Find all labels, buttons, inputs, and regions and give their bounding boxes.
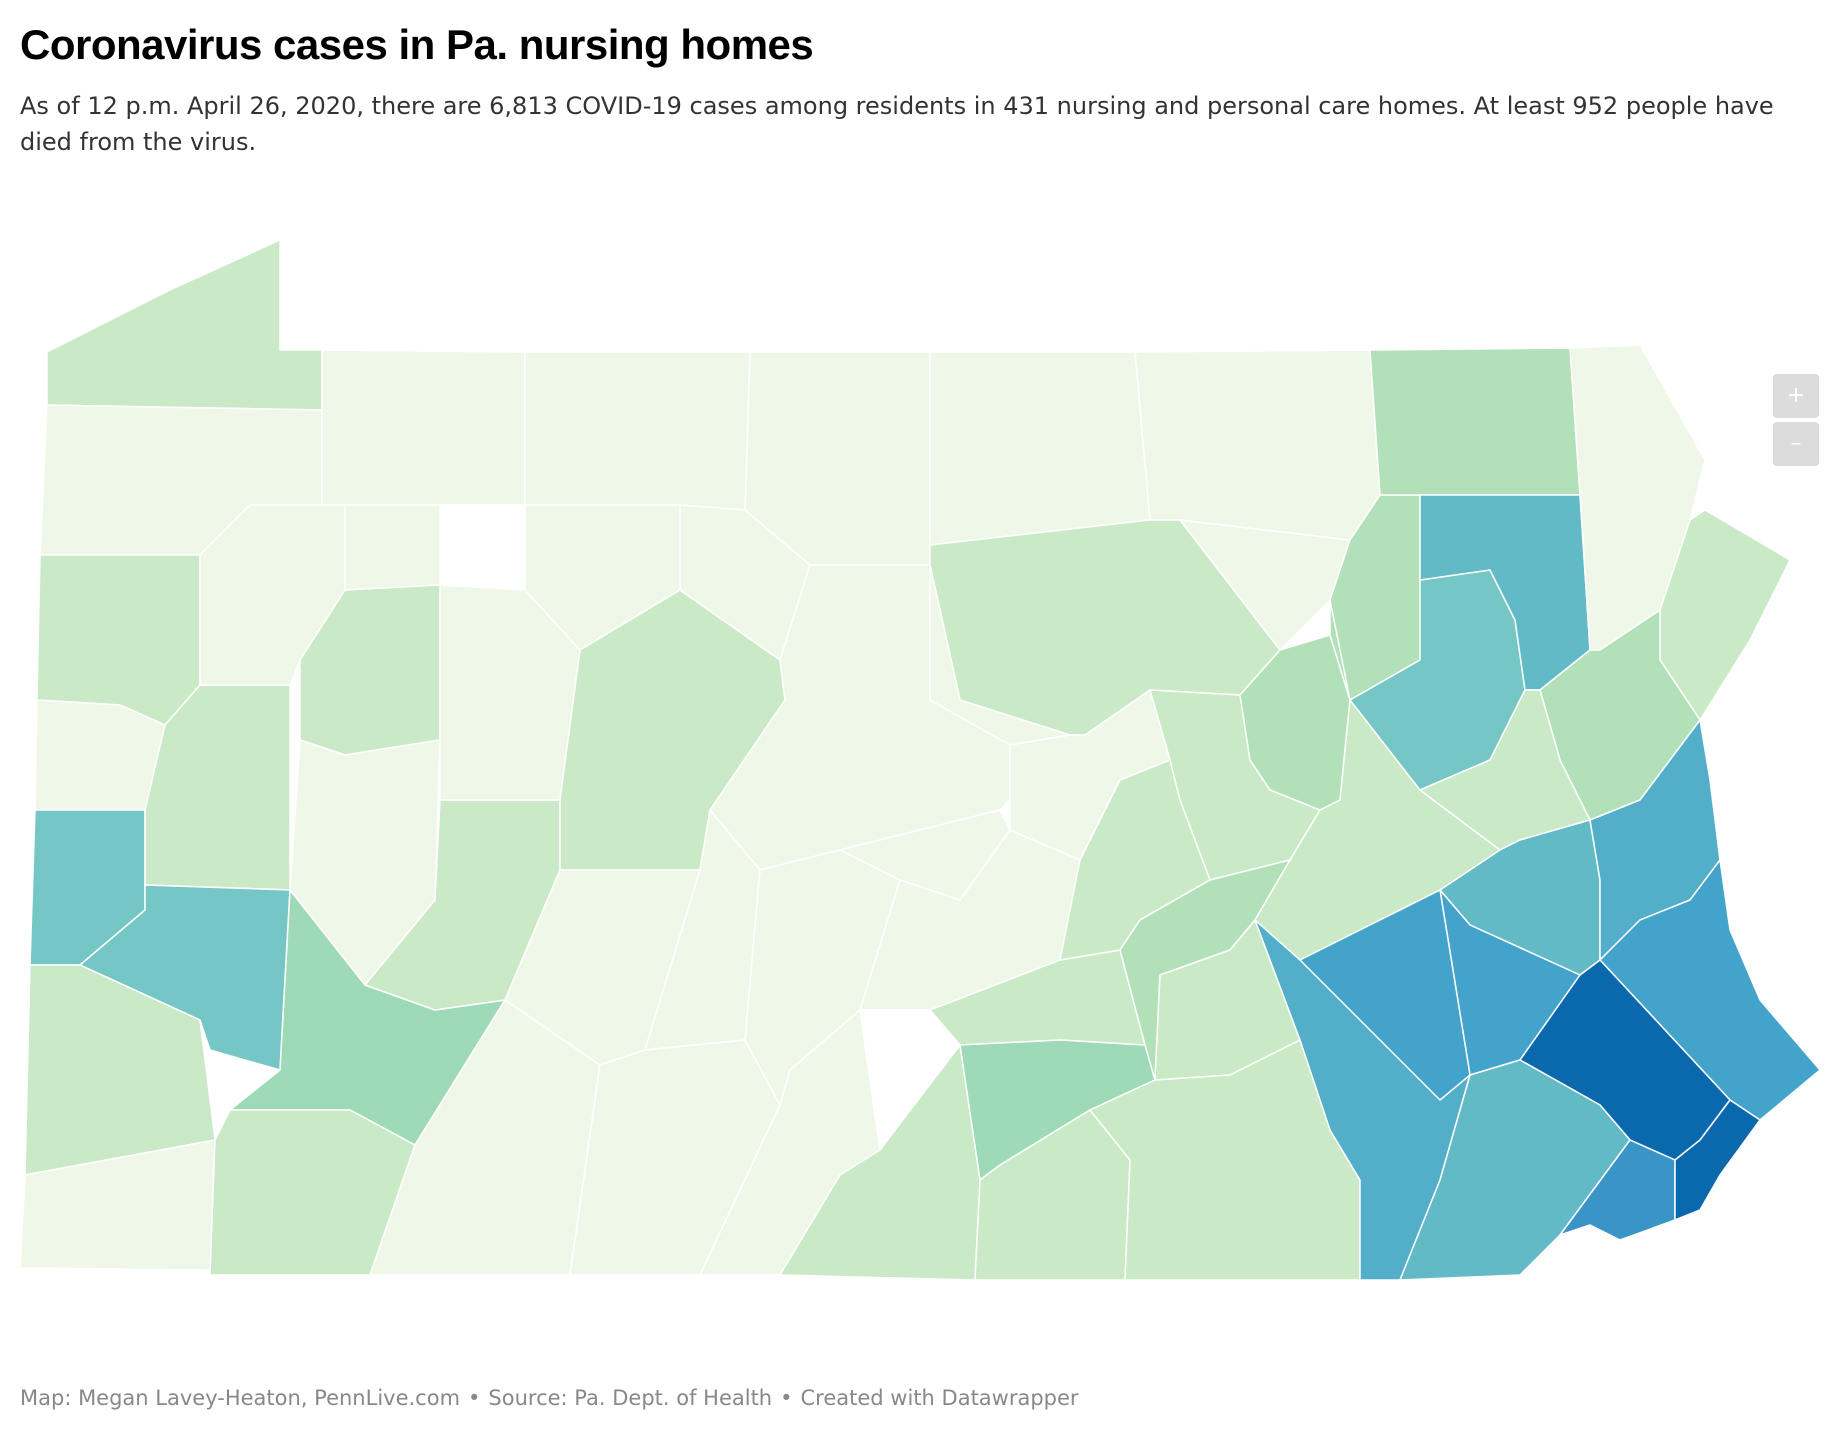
page-subtitle: As of 12 p.m. April 26, 2020, there are … [20,92,1774,156]
source-credit: Source: Pa. Dept. of Health [488,1386,773,1410]
zoom-out-button[interactable]: – [1773,422,1819,466]
map-credit: Map: Megan Lavey-Heaton, PennLive.com [20,1386,461,1410]
county-mercer[interactable] [36,554,201,726]
county-philadelphia[interactable] [1674,1099,1761,1221]
pennsylvania-map[interactable] [0,185,1840,1315]
zoom-controls: + – [1773,374,1819,470]
footer-credits: Map: Megan Lavey-Heaton, PennLive.com • So… [20,1386,1079,1410]
separator-2: • [780,1386,793,1410]
county-mckean[interactable] [524,351,751,511]
county-bradford[interactable] [1134,349,1381,541]
separator-1: • [468,1386,481,1410]
county-washington[interactable] [24,964,216,1176]
header: Coronavirus cases in Pa. nursing homes A… [20,20,1820,160]
page-title: Coronavirus cases in Pa. nursing homes [20,21,814,68]
tool-credit: Created with Datawrapper [800,1386,1079,1410]
county-warren[interactable] [321,349,526,506]
county-lawrence[interactable] [34,699,166,811]
county-tioga[interactable] [929,351,1151,546]
county-forest[interactable] [344,504,441,591]
county-erie[interactable] [46,239,323,411]
map-container[interactable]: + – [0,185,1840,1315]
zoom-in-button[interactable]: + [1773,374,1819,418]
county-potter[interactable] [744,351,931,566]
county-susquehanna[interactable] [1369,347,1581,496]
